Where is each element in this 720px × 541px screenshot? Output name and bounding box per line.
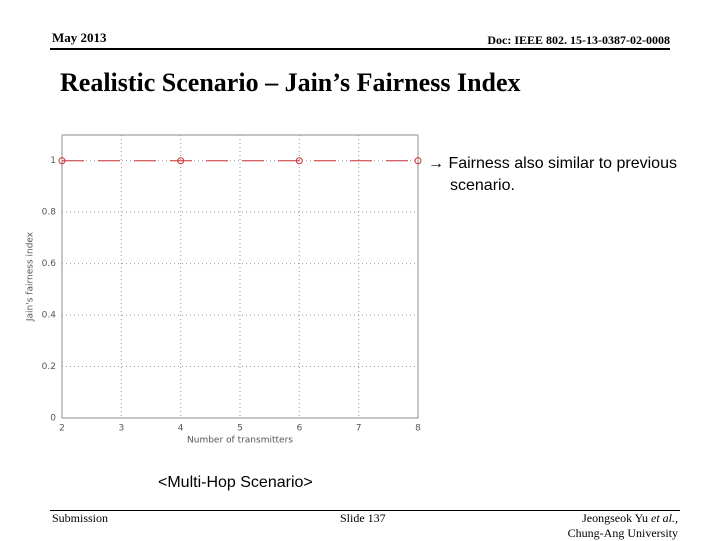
footer-affiliation: Chung-Ang University bbox=[567, 526, 678, 540]
header-doc: Doc: IEEE 802. 15-13-0387-02-0008 bbox=[487, 33, 670, 47]
caption: <Multi-Hop Scenario> bbox=[158, 474, 313, 491]
footer-rule bbox=[50, 510, 680, 511]
y-tick-label: 0.8 bbox=[42, 208, 57, 218]
bullet-text: Fairness also similar to previous scenar… bbox=[448, 155, 677, 194]
data-point bbox=[414, 157, 422, 165]
x-tick-label: 3 bbox=[118, 424, 124, 434]
y-tick-label: 1 bbox=[50, 156, 56, 166]
footer-left: Submission bbox=[52, 511, 109, 525]
x-tick-label: 7 bbox=[356, 424, 362, 434]
x-axis-label: Number of transmitters bbox=[187, 436, 293, 446]
plot-area bbox=[61, 134, 419, 419]
x-tick-label: 2 bbox=[59, 424, 65, 434]
footer-right: Jeongseok Yu et al., Chung-Ang University bbox=[568, 511, 678, 541]
header-date: May 2013 bbox=[52, 30, 107, 45]
data-point bbox=[177, 157, 185, 165]
footer-center: Slide 137 bbox=[340, 511, 386, 525]
header-rule bbox=[50, 48, 670, 50]
y-tick-label: 0.6 bbox=[42, 259, 57, 269]
chart: 0 0.2 0.4 0.6 0.8 1 2 3 4 5 6 7 8 Number of transmitt… bbox=[26, 134, 422, 446]
arrow-icon: → bbox=[428, 155, 449, 172]
footer-etal: et al., bbox=[651, 511, 678, 525]
x-tick-label: 5 bbox=[237, 424, 243, 434]
x-tick-label: 8 bbox=[415, 424, 421, 434]
data-point bbox=[58, 157, 66, 165]
x-tick-label: 6 bbox=[296, 424, 302, 434]
y-tick-label: 0 bbox=[50, 414, 56, 424]
x-tick-label: 4 bbox=[178, 424, 184, 434]
data-point bbox=[295, 157, 303, 165]
y-tick-label: 0.2 bbox=[42, 362, 56, 372]
slide-title: Realistic Scenario – Jain’s Fairness Ind… bbox=[60, 68, 521, 97]
y-tick-label: 0.4 bbox=[42, 311, 57, 321]
y-axis-label: Jain's fairness index bbox=[26, 231, 36, 322]
bullet: → Fairness also similar to previous scen… bbox=[428, 153, 720, 197]
footer-author: Jeongseok Yu bbox=[582, 511, 648, 525]
